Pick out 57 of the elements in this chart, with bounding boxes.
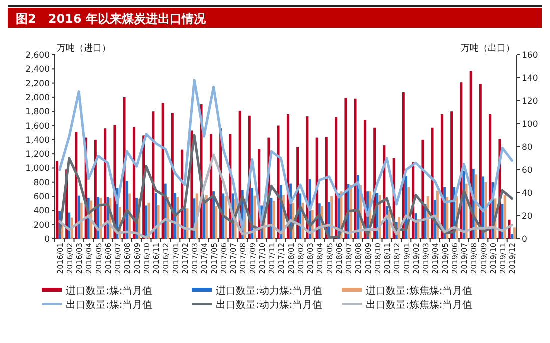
bar [272, 201, 276, 239]
legend-label: 进口数量:煤:当月值 [66, 285, 153, 297]
legend-label: 出口数量:动力煤:当月值 [216, 299, 323, 311]
bar [162, 103, 164, 239]
legend-label: 进口数量:炼焦煤:当月值 [366, 285, 473, 297]
bar [202, 202, 206, 239]
y-tick-label: 800 [34, 178, 50, 188]
bar [104, 128, 107, 239]
y2-tick-label: 60 [522, 166, 533, 176]
bar [75, 132, 78, 239]
y2-tick-label: 80 [522, 143, 533, 153]
y-tick-label: 400 [34, 206, 50, 217]
bar [205, 195, 208, 239]
bar [215, 206, 218, 239]
y-tick-label: 1,000 [26, 164, 50, 174]
legend-label: 进口数量:动力煤:当月值 [216, 285, 323, 297]
y-tick-label: 1,600 [26, 122, 50, 132]
bar [504, 195, 506, 239]
bar [80, 202, 83, 239]
bar [222, 194, 225, 239]
y-tick-label: 2,000 [26, 93, 50, 104]
legend-label: 出口数量:煤:当月值 [66, 299, 153, 311]
bar [212, 192, 215, 239]
y-tick-label: 1,200 [26, 150, 50, 160]
y2-tick-label: 140 [522, 74, 538, 84]
y-tick-label: 1,400 [26, 136, 50, 146]
y2-axis-title: 万吨（出口） [461, 43, 515, 54]
bar [157, 205, 160, 239]
bar [186, 208, 189, 239]
bar [224, 196, 228, 239]
bar [344, 98, 348, 239]
y2-tick-label: 160 [522, 51, 538, 61]
y-tick-label: 2,600 [26, 51, 50, 61]
y2-tick-label: 120 [522, 97, 538, 107]
bar [145, 206, 148, 239]
bar [354, 98, 357, 239]
bar [489, 114, 492, 239]
y-tick-label: 2,200 [26, 79, 50, 90]
y-tick-label: 600 [34, 192, 50, 203]
y2-tick-label: 100 [522, 120, 538, 130]
y2-tick-label: 40 [522, 189, 533, 199]
legend-label: 出口数量:炼焦煤:当月值 [366, 299, 473, 311]
bar [431, 128, 434, 239]
y-tick-label: 1,800 [26, 108, 50, 118]
chart-title: 图2 2016 年以来煤炭进出口情况 [16, 12, 207, 26]
bar [450, 112, 454, 239]
bar [184, 208, 186, 239]
y2-tick-label: 20 [522, 212, 533, 222]
bar [513, 228, 516, 239]
y-tick-label: 200 [34, 220, 50, 231]
y-tick-label: 2,400 [26, 65, 50, 76]
bar [479, 84, 482, 239]
y2-tick-label: 0 [522, 235, 528, 245]
y-axis-title: 万吨（进口） [57, 43, 111, 54]
bar [56, 161, 58, 239]
y-tick-label: 0 [44, 235, 50, 245]
bar [510, 234, 514, 239]
